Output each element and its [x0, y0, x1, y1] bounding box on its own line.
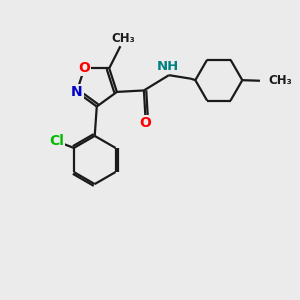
Text: O: O	[140, 116, 151, 130]
Text: N: N	[71, 85, 82, 99]
Text: NH: NH	[157, 60, 179, 73]
Text: CH₃: CH₃	[111, 32, 135, 44]
Text: Cl: Cl	[50, 134, 64, 148]
Text: O: O	[78, 61, 90, 75]
Text: CH₃: CH₃	[268, 74, 292, 87]
